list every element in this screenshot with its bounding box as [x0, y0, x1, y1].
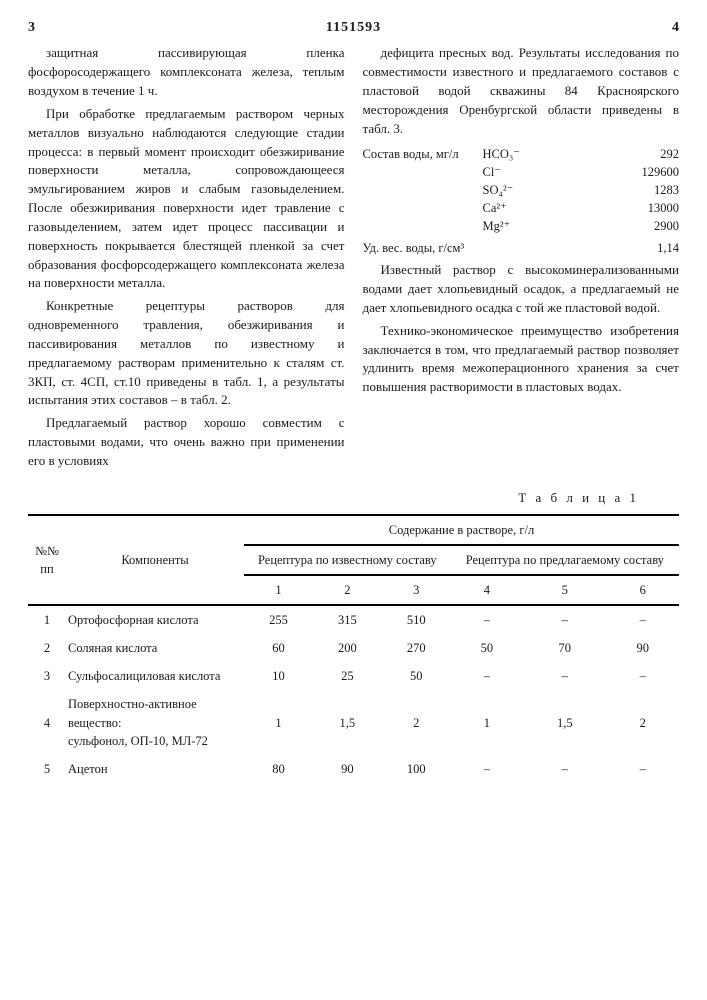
cell-value: 315: [313, 605, 382, 634]
cell-value: 200: [313, 634, 382, 662]
right-column: дефицита пресных вод. Результаты исследо…: [363, 44, 680, 475]
th-content: Содержание в растворе, г/л: [244, 515, 679, 545]
table-row: 4Поверхностно-активное вещество: сульфон…: [28, 690, 679, 754]
cell-value: 90: [607, 634, 680, 662]
para: Известный раствор с высокоминерализованн…: [363, 261, 680, 318]
cell-value: 1,5: [523, 690, 606, 754]
ion: Ca²⁺: [483, 199, 620, 217]
cell-value: 1,5: [313, 690, 382, 754]
th-col: 3: [382, 575, 451, 605]
ion: Mg²⁺: [483, 217, 620, 235]
cell-value: 50: [382, 662, 451, 690]
water-composition-table: Состав воды, мг/л HCO₃⁻ 292 Cl⁻ 129600 S…: [363, 145, 680, 258]
cell-value: –: [607, 755, 680, 783]
cell-value: 270: [382, 634, 451, 662]
cell-value: 90: [313, 755, 382, 783]
cell-value: 2: [382, 690, 451, 754]
cell-value: 1: [244, 690, 313, 754]
row-number: 5: [28, 755, 66, 783]
table-row: 2Соляная кислота60200270507090: [28, 634, 679, 662]
cell-value: 1: [451, 690, 523, 754]
table-row: 5Ацетон8090100–––: [28, 755, 679, 783]
doc-number: 1151593: [35, 18, 672, 38]
th-col: 6: [607, 575, 680, 605]
row-number: 4: [28, 690, 66, 754]
cell-value: –: [451, 662, 523, 690]
row-number: 2: [28, 634, 66, 662]
page-num-right: 4: [672, 18, 679, 38]
th-col: 4: [451, 575, 523, 605]
page-num-left: 3: [28, 18, 35, 38]
val: 129600: [619, 163, 679, 181]
cell-value: 255: [244, 605, 313, 634]
val: 292: [619, 145, 679, 163]
cell-value: 10: [244, 662, 313, 690]
cell-value: –: [607, 662, 680, 690]
component-name: Поверхностно-активное вещество: сульфоно…: [66, 690, 244, 754]
ion: Cl⁻: [483, 163, 620, 181]
cell-value: 70: [523, 634, 606, 662]
th-known: Рецептура по известному составу: [244, 545, 451, 575]
table-row: 1Ортофосфорная кислота255315510–––: [28, 605, 679, 634]
water-header: Состав воды, мг/л: [363, 145, 483, 163]
cell-value: –: [451, 605, 523, 634]
val: 2900: [619, 217, 679, 235]
para: дефицита пресных вод. Результаты исследо…: [363, 44, 680, 138]
cell-value: 25: [313, 662, 382, 690]
para: При обработке предлагаемым раствором чер…: [28, 105, 345, 293]
th-components: Компоненты: [66, 515, 244, 605]
component-name: Ортофосфорная кислота: [66, 605, 244, 634]
ion: HCO₃⁻: [483, 145, 620, 163]
th-proposed: Рецептура по предлагаемому составу: [451, 545, 679, 575]
density-value: 1,14: [619, 239, 679, 257]
cell-value: 50: [451, 634, 523, 662]
cell-value: 60: [244, 634, 313, 662]
left-column: защитная пассивирующая пленка фосфоросод…: [28, 44, 345, 475]
table-row: 3Сульфосалициловая кислота102550–––: [28, 662, 679, 690]
para: Предлагаемый раствор хорошо совместим с …: [28, 414, 345, 471]
cell-value: –: [607, 605, 680, 634]
cell-value: –: [523, 755, 606, 783]
th-col: 5: [523, 575, 606, 605]
density-label: Уд. вес. воды, г/см³: [363, 239, 620, 257]
th-pp: №№ пп: [28, 515, 66, 605]
val: 1283: [619, 181, 679, 199]
page-header: 3 1151593 4: [28, 18, 679, 38]
para: Технико-экономическое преимущество изобр…: [363, 322, 680, 397]
cell-value: –: [451, 755, 523, 783]
th-col: 1: [244, 575, 313, 605]
table1: №№ пп Компоненты Содержание в растворе, …: [28, 514, 679, 783]
para: защитная пассивирующая пленка фосфоросод…: [28, 44, 345, 101]
cell-value: 80: [244, 755, 313, 783]
cell-value: 510: [382, 605, 451, 634]
para: Конкретные рецептуры растворов для однов…: [28, 297, 345, 410]
row-number: 1: [28, 605, 66, 634]
table1-caption: Т а б л и ц а 1: [28, 489, 639, 508]
ion: SO₄²⁻: [483, 181, 620, 199]
component-name: Соляная кислота: [66, 634, 244, 662]
cell-value: 100: [382, 755, 451, 783]
row-number: 3: [28, 662, 66, 690]
val: 13000: [619, 199, 679, 217]
cell-value: 2: [607, 690, 680, 754]
component-name: Ацетон: [66, 755, 244, 783]
cell-value: –: [523, 605, 606, 634]
th-col: 2: [313, 575, 382, 605]
component-name: Сульфосалициловая кислота: [66, 662, 244, 690]
cell-value: –: [523, 662, 606, 690]
